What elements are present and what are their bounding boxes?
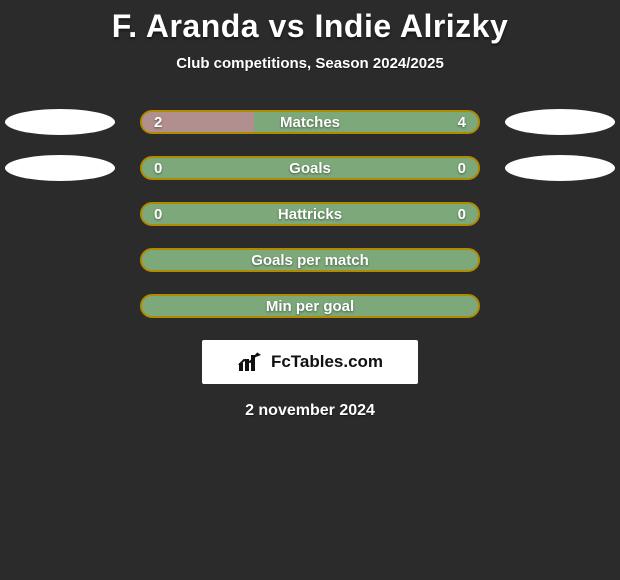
- stat-row: 24Matches: [0, 110, 620, 134]
- stat-row: 00Hattricks: [0, 202, 620, 226]
- player-ellipse-right: [505, 109, 615, 135]
- date-label: 2 november 2024: [0, 402, 620, 420]
- stat-row: Min per goal: [0, 294, 620, 318]
- chart-icon: [237, 351, 263, 373]
- stat-label: Hattricks: [142, 204, 478, 224]
- stat-row: Goals per match: [0, 248, 620, 272]
- player-ellipse-left: [5, 155, 115, 181]
- brand-logo: FcTables.com: [202, 340, 418, 384]
- stat-row: 00Goals: [0, 156, 620, 180]
- brand-name: FcTables.com: [271, 352, 383, 372]
- player-ellipse-right: [505, 155, 615, 181]
- stat-bar: 00Goals: [140, 156, 480, 180]
- page-subtitle: Club competitions, Season 2024/2025: [0, 55, 620, 72]
- stat-label: Matches: [142, 112, 478, 132]
- player-ellipse-left: [5, 109, 115, 135]
- stat-bar: 00Hattricks: [140, 202, 480, 226]
- stat-label: Min per goal: [142, 296, 478, 316]
- stat-label: Goals: [142, 158, 478, 178]
- stats-content: 24Matches 00Goals 00Hattricks Goals per mat…: [0, 110, 620, 318]
- stat-bar: Goals per match: [140, 248, 480, 272]
- stat-label: Goals per match: [142, 250, 478, 270]
- stat-bar: 24Matches: [140, 110, 480, 134]
- page-title: F. Aranda vs Indie Alrizky: [0, 0, 620, 45]
- stat-bar: Min per goal: [140, 294, 480, 318]
